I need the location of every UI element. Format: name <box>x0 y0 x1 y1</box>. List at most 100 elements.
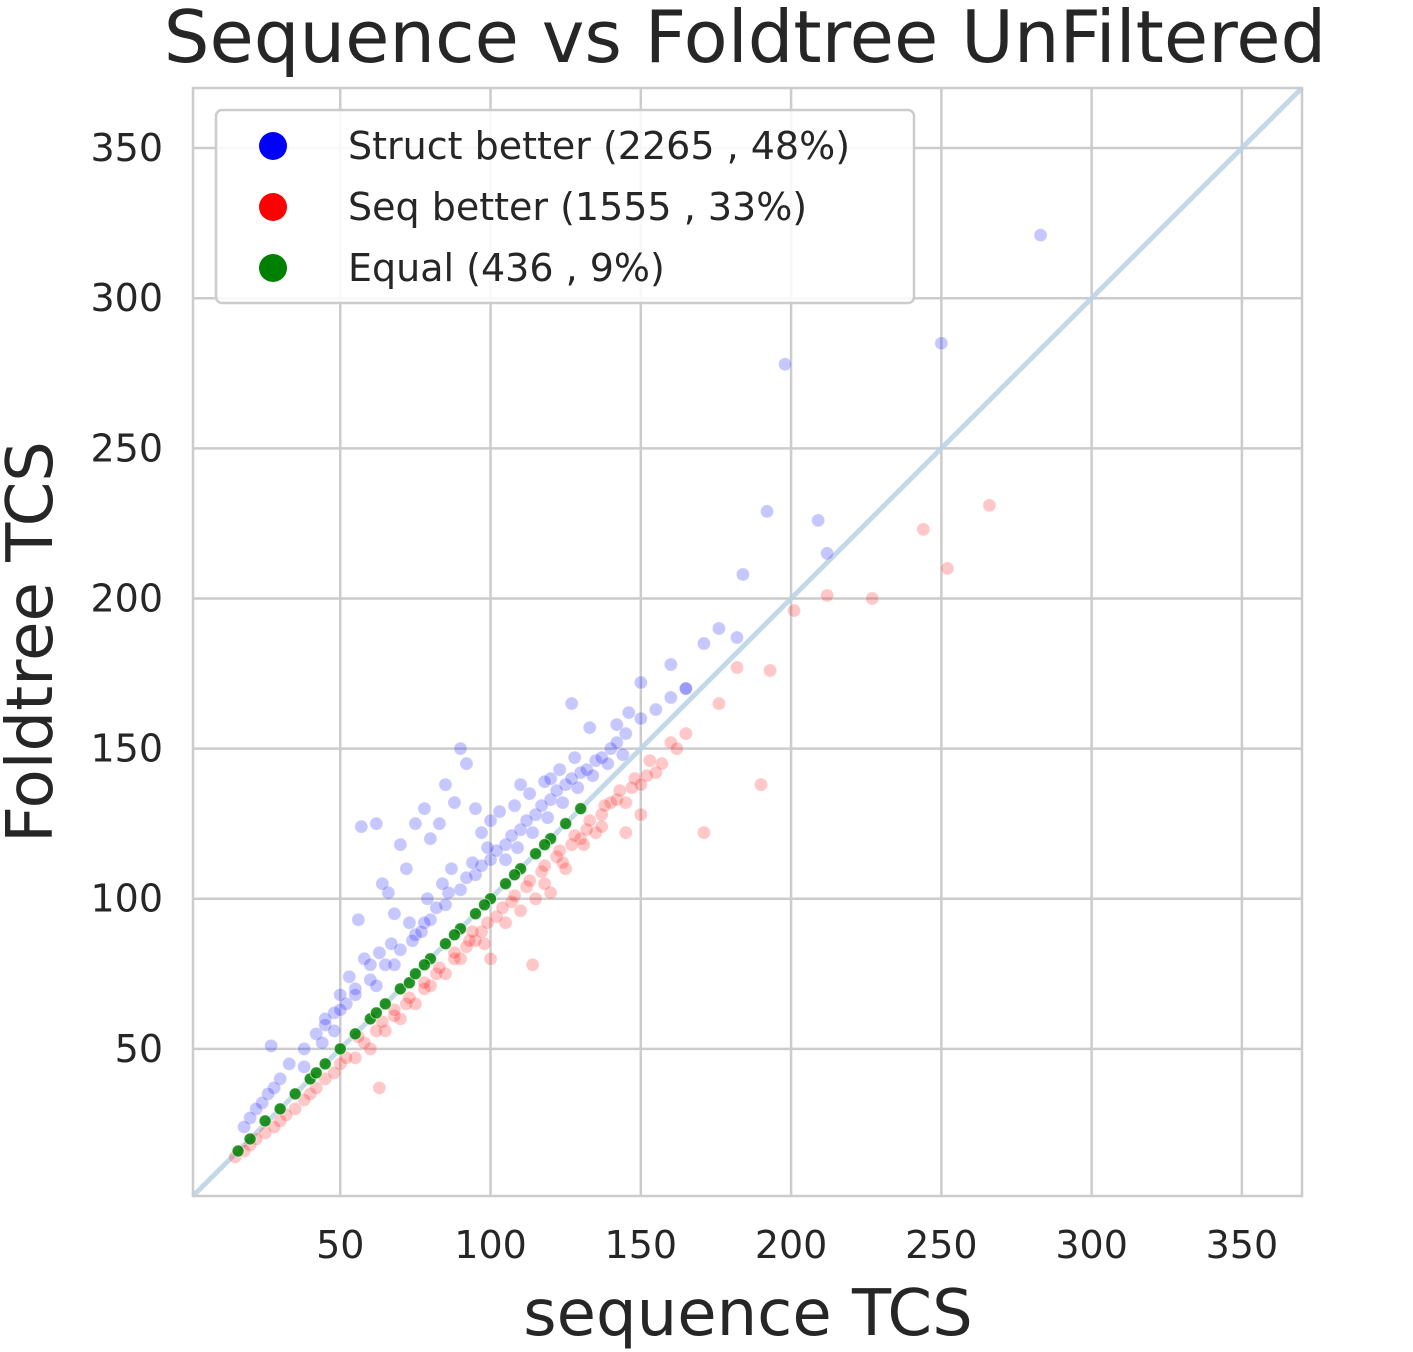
data-point <box>432 960 447 975</box>
data-point <box>678 681 693 696</box>
data-point <box>820 588 835 603</box>
data-point <box>507 888 522 903</box>
data-point <box>318 1017 333 1032</box>
data-point <box>555 795 570 810</box>
data-point <box>342 969 357 984</box>
data-point <box>393 1011 408 1026</box>
legend-marker-1 <box>259 193 287 221</box>
data-point <box>303 1086 318 1101</box>
y-tick-label: 100 <box>90 877 163 921</box>
data-point <box>696 825 711 840</box>
data-point <box>369 1006 383 1020</box>
data-point <box>369 816 384 831</box>
data-point <box>468 933 483 948</box>
data-point <box>318 1057 332 1071</box>
data-point <box>528 807 543 822</box>
data-point <box>525 957 540 972</box>
data-point <box>483 813 498 828</box>
data-point <box>327 1005 342 1020</box>
data-point <box>417 915 432 930</box>
data-point <box>594 819 609 834</box>
data-point <box>916 522 931 537</box>
data-point <box>369 1023 384 1038</box>
data-points <box>228 228 1048 1164</box>
data-point <box>489 909 504 924</box>
data-point <box>478 898 492 912</box>
data-point <box>469 907 483 921</box>
data-point <box>519 813 534 828</box>
data-point <box>534 864 549 879</box>
data-point <box>579 822 594 837</box>
data-point <box>811 513 826 528</box>
data-point <box>663 690 678 705</box>
data-point <box>417 958 431 972</box>
data-point <box>267 1080 282 1095</box>
data-point <box>249 1101 264 1116</box>
data-point <box>381 885 396 900</box>
data-point <box>474 858 489 873</box>
data-point <box>387 1008 402 1023</box>
data-point <box>564 837 579 852</box>
data-point <box>399 996 414 1011</box>
data-point <box>348 981 363 996</box>
data-point <box>423 912 438 927</box>
data-point <box>618 726 633 741</box>
data-point <box>934 336 949 351</box>
data-point <box>417 975 432 990</box>
data-point <box>564 771 579 786</box>
data-point <box>537 774 552 789</box>
data-point <box>243 1110 258 1125</box>
data-point <box>787 603 802 618</box>
data-point <box>633 711 648 726</box>
data-point <box>940 561 955 576</box>
data-point <box>594 750 609 765</box>
y-tick-label: 150 <box>90 727 163 771</box>
data-point <box>408 816 423 831</box>
data-point <box>552 762 567 777</box>
data-point <box>429 966 444 981</box>
data-point <box>489 843 504 858</box>
data-point <box>648 765 663 780</box>
data-point <box>327 1065 342 1080</box>
data-point <box>357 1035 372 1050</box>
data-point <box>522 786 537 801</box>
data-point <box>348 987 363 1002</box>
data-point <box>510 840 525 855</box>
data-point <box>567 828 582 843</box>
data-point <box>309 1026 324 1041</box>
data-point <box>528 891 543 906</box>
data-point <box>525 825 540 840</box>
data-point <box>237 1119 252 1134</box>
data-point <box>423 831 438 846</box>
data-point <box>435 876 450 891</box>
data-point <box>405 933 420 948</box>
data-point <box>513 822 528 837</box>
data-point <box>615 747 630 762</box>
data-point <box>499 877 513 891</box>
data-point <box>372 945 387 960</box>
data-point <box>498 837 513 852</box>
data-point <box>333 987 348 1002</box>
data-point <box>633 675 648 690</box>
data-point <box>309 1066 323 1080</box>
data-point <box>504 828 519 843</box>
data-point <box>754 777 769 792</box>
data-point <box>654 756 669 771</box>
data-point <box>468 801 483 816</box>
data-point <box>348 1027 362 1041</box>
data-point <box>648 702 663 717</box>
x-tick-label: 100 <box>454 1223 527 1267</box>
y-tick-label: 350 <box>90 126 163 170</box>
x-axis-label: sequence TCS <box>523 1277 972 1351</box>
data-point <box>669 741 684 756</box>
data-point <box>255 1095 270 1110</box>
data-point <box>261 1086 276 1101</box>
data-point <box>264 1038 279 1053</box>
data-point <box>282 1056 297 1071</box>
data-point <box>558 861 573 876</box>
data-point <box>288 1101 303 1116</box>
data-point <box>459 870 474 885</box>
data-point <box>507 798 522 813</box>
data-point <box>459 939 474 954</box>
data-point <box>477 936 492 951</box>
